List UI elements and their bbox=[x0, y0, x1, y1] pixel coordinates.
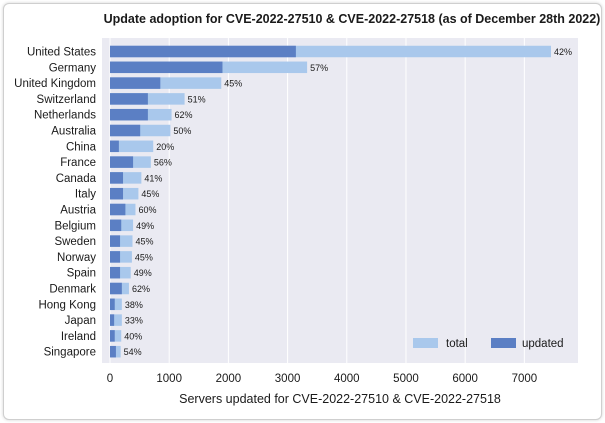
data-label: 56% bbox=[154, 158, 172, 168]
bar-total bbox=[110, 314, 122, 326]
y-tick-label: Australia bbox=[51, 126, 96, 138]
bar-updated bbox=[110, 251, 121, 263]
y-tick-label: Singapore bbox=[44, 347, 96, 359]
y-tick-label: Austria bbox=[60, 205, 96, 217]
bar-total bbox=[110, 45, 551, 58]
plot-area bbox=[102, 38, 578, 363]
data-label: 20% bbox=[156, 142, 174, 152]
legend-label-updated: updated bbox=[522, 338, 564, 350]
data-label: 49% bbox=[134, 268, 152, 278]
bar-updated bbox=[110, 124, 141, 137]
bar-updated bbox=[110, 172, 124, 184]
y-tick-label: United Kingdom bbox=[14, 78, 96, 90]
bar-total bbox=[110, 77, 222, 89]
bar-updated bbox=[110, 314, 115, 326]
bar-updated bbox=[110, 345, 116, 358]
bar-updated bbox=[110, 187, 124, 200]
bar-updated bbox=[110, 235, 121, 247]
y-tick-label: Ireland bbox=[61, 331, 96, 343]
x-tick-label: 6000 bbox=[452, 373, 478, 385]
bar-total bbox=[110, 172, 142, 184]
data-label: 57% bbox=[310, 63, 328, 73]
bar-total bbox=[110, 219, 134, 232]
bar-total bbox=[110, 140, 154, 153]
x-tick-label: 4000 bbox=[334, 373, 360, 385]
data-label: 45% bbox=[135, 252, 153, 262]
data-label: 49% bbox=[136, 221, 154, 231]
bar-updated bbox=[110, 282, 122, 295]
bars bbox=[110, 45, 551, 358]
x-tick-label: 3000 bbox=[275, 373, 301, 385]
legend-label-total: total bbox=[446, 338, 468, 350]
bar-updated bbox=[110, 77, 161, 89]
y-tick-label: Canada bbox=[56, 173, 97, 185]
x-tick-label: 1000 bbox=[156, 373, 182, 385]
data-label: 62% bbox=[175, 110, 193, 120]
x-tick-label: 7000 bbox=[512, 373, 538, 385]
y-tick-label: Norway bbox=[57, 252, 96, 264]
data-label: 50% bbox=[173, 126, 191, 136]
bar-updated bbox=[110, 108, 148, 121]
x-tick-label: 5000 bbox=[393, 373, 419, 385]
bar-updated bbox=[110, 298, 115, 311]
y-tick-label: Denmark bbox=[49, 284, 96, 296]
y-tick-label: Germany bbox=[49, 62, 97, 74]
bar-total bbox=[110, 298, 122, 311]
y-tick-label: Hong Kong bbox=[38, 299, 96, 311]
data-label: 38% bbox=[125, 300, 143, 310]
y-tick-label: China bbox=[66, 141, 97, 153]
y-tick-label: United States bbox=[27, 47, 96, 59]
data-label: 40% bbox=[124, 331, 142, 341]
data-label: 45% bbox=[135, 237, 153, 247]
y-tick-label: Switzerland bbox=[37, 94, 96, 106]
data-label: 51% bbox=[188, 94, 206, 104]
data-label: 41% bbox=[144, 173, 162, 183]
x-tick-label: 2000 bbox=[216, 373, 242, 385]
data-labels: 42% 57% 45% 51% 62% 50% 20% 56% 41% 45% 60% 49% 45% 4… bbox=[124, 47, 572, 357]
bar-updated bbox=[110, 330, 115, 342]
x-axis-label: Servers updated for CVE-2022-27510 & CVE… bbox=[179, 392, 501, 406]
y-tick-label: Belgium bbox=[54, 220, 96, 232]
bar-updated bbox=[110, 93, 148, 105]
bar-updated bbox=[110, 140, 119, 153]
bar-updated bbox=[110, 61, 223, 74]
x-tick-label: 0 bbox=[107, 373, 113, 385]
data-label: 60% bbox=[138, 205, 156, 215]
bar-total bbox=[110, 187, 139, 200]
x-tick-labels: 0 1000 2000 3000 4000 5000 6000 7000 bbox=[107, 373, 537, 385]
data-label: 54% bbox=[124, 347, 142, 357]
bar-total bbox=[110, 330, 122, 342]
y-tick-label: Spain bbox=[67, 268, 96, 280]
bar-total bbox=[110, 266, 131, 279]
data-label: 62% bbox=[132, 284, 150, 294]
legend: total updated bbox=[413, 338, 564, 350]
bar-total bbox=[110, 235, 133, 247]
y-tick-labels: United States Germany United Kingdom Switze… bbox=[14, 47, 96, 359]
data-label: 45% bbox=[224, 79, 242, 89]
bar-updated bbox=[110, 219, 122, 232]
legend-swatch-total bbox=[413, 338, 438, 348]
bar-updated bbox=[110, 266, 121, 279]
chart-title: Update adoption for CVE-2022-27510 & CVE… bbox=[104, 12, 601, 26]
data-label: 33% bbox=[125, 316, 143, 326]
bar-updated bbox=[110, 203, 126, 216]
bar-updated bbox=[110, 156, 134, 168]
data-label: 42% bbox=[554, 47, 572, 57]
y-tick-label: Italy bbox=[75, 189, 96, 201]
legend-swatch-updated bbox=[491, 338, 516, 348]
grid-lines bbox=[109, 38, 525, 363]
y-tick-label: Sweden bbox=[54, 236, 96, 248]
bar-total bbox=[110, 251, 132, 263]
y-tick-label: Japan bbox=[65, 315, 96, 327]
y-tick-label: Netherlands bbox=[34, 110, 96, 122]
bar-updated bbox=[110, 45, 296, 58]
y-tick-label: France bbox=[60, 157, 96, 169]
data-label: 45% bbox=[141, 189, 159, 199]
